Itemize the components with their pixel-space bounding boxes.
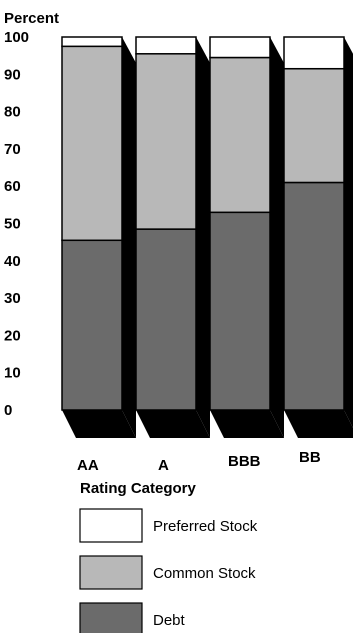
bar-base-face xyxy=(136,410,210,438)
bar-segment-common-stock xyxy=(209,56,271,214)
legend-label: Debt xyxy=(153,612,186,629)
y-tick-label: 30 xyxy=(4,290,21,307)
bar-segment-preferred-stock xyxy=(61,36,123,48)
y-tick-label: 40 xyxy=(4,253,21,270)
category-label: BBB xyxy=(228,453,261,470)
bar-side-face xyxy=(270,37,284,438)
bar-segment-preferred-stock xyxy=(135,36,197,55)
y-tick-label: 100 xyxy=(4,29,29,46)
y-tick-label: 50 xyxy=(4,216,21,233)
y-tick-label: 80 xyxy=(4,104,21,121)
legend-label: Common Stock xyxy=(153,565,256,582)
legend: Preferred Stock Common Stock Debt xyxy=(79,508,258,633)
bar-segment-common-stock xyxy=(61,45,123,242)
bar-segment-common-stock xyxy=(283,67,345,184)
legend-swatch xyxy=(79,508,143,543)
bar-base-face xyxy=(210,410,284,438)
legend-swatch xyxy=(79,555,143,590)
y-tick-label: 20 xyxy=(4,327,21,344)
bar-segment-preferred-stock xyxy=(283,36,345,70)
bar-segment-debt xyxy=(209,211,271,411)
y-axis-title: Percent xyxy=(4,10,59,27)
bar-side-face xyxy=(122,37,136,438)
y-tick-label: 90 xyxy=(4,66,21,83)
legend-swatch xyxy=(79,602,143,633)
bar-segment-debt xyxy=(135,228,197,411)
category-label: AA xyxy=(77,457,99,474)
bar-segment-debt xyxy=(61,239,123,411)
y-tick-labels: 0 10 20 30 40 50 60 70 80 90 100 xyxy=(4,29,29,419)
y-tick-label: 60 xyxy=(4,178,21,195)
bar-stacks xyxy=(61,36,353,438)
y-tick-label: 10 xyxy=(4,365,21,382)
bar-base-face xyxy=(284,410,353,438)
bar-segment-debt xyxy=(283,181,345,411)
y-tick-label: 70 xyxy=(4,141,21,158)
x-axis-title: Rating Category xyxy=(80,480,197,497)
bar-segment-preferred-stock xyxy=(209,36,271,59)
legend-label: Preferred Stock xyxy=(153,518,258,535)
category-label: A xyxy=(158,457,169,474)
bar-segment-common-stock xyxy=(135,53,197,230)
category-labels: AA A BBB BB xyxy=(77,449,321,474)
category-label: BB xyxy=(299,449,321,466)
bar-side-face xyxy=(196,37,210,438)
y-tick-label: 0 xyxy=(4,402,12,419)
bar-side-face xyxy=(344,37,353,428)
bar-base-face xyxy=(62,410,136,438)
